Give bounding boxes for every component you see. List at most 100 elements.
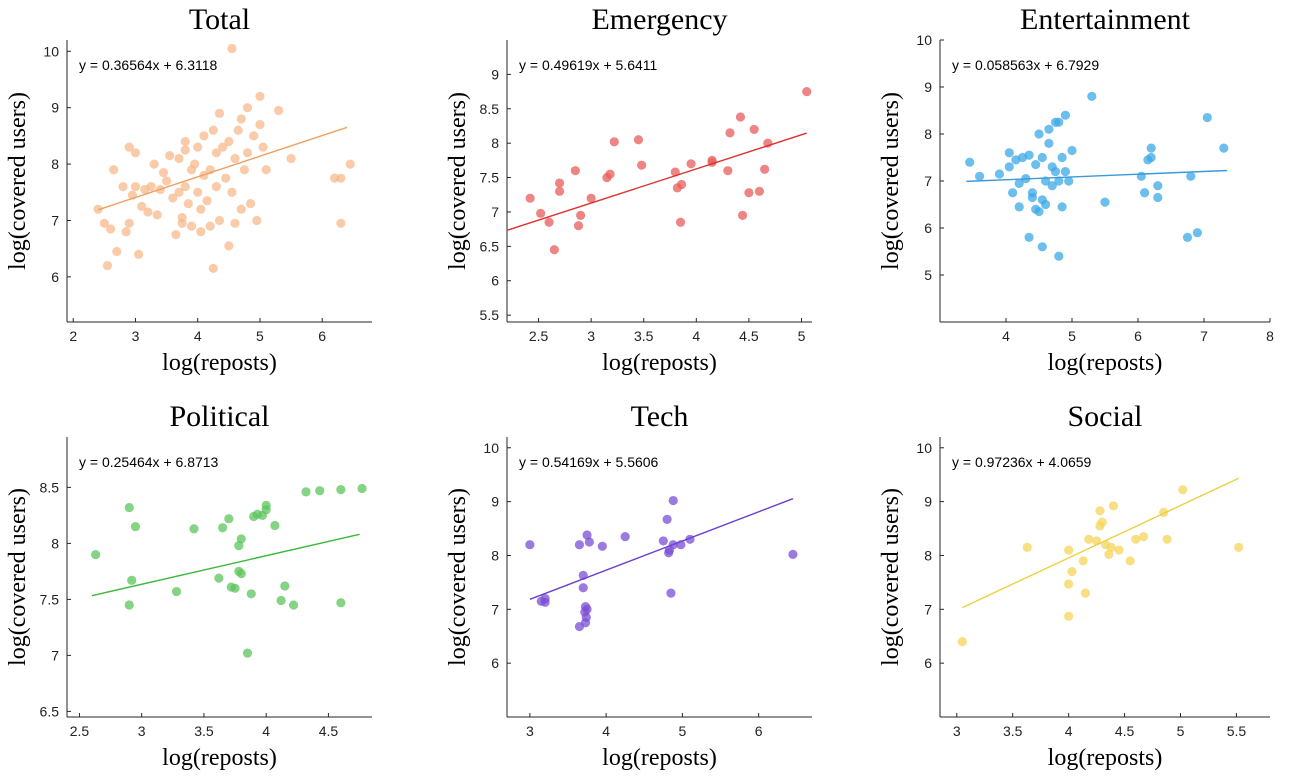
y-tick-label: 5.5	[480, 307, 500, 323]
x-tick-label: 4	[692, 328, 700, 344]
fit-equation: y = 0.058563x + 6.7929	[952, 57, 1099, 73]
x-axis-label: log(reposts)	[162, 745, 277, 771]
data-point	[196, 227, 206, 237]
data-point	[102, 261, 113, 271]
panel-title: Social	[1068, 400, 1143, 433]
data-point	[581, 612, 591, 622]
data-point	[676, 179, 687, 190]
data-point	[174, 153, 184, 164]
x-tick-label: 3.5	[1003, 723, 1023, 739]
data-point	[584, 537, 594, 547]
x-tick-label: 6	[1134, 328, 1142, 344]
data-point	[1060, 110, 1070, 120]
panel-entertainment: 4 5 6 7 8 5 6 7 8 9 10 y = 0.058563x + 6.7929 Entert…	[878, 3, 1274, 376]
data-point	[214, 108, 225, 118]
fit-line	[962, 477, 1239, 609]
data-point	[574, 540, 585, 550]
data-point	[1057, 202, 1067, 212]
x-tick-label: 3.5	[194, 723, 214, 739]
fit-line	[966, 169, 1228, 183]
panel-title: Emergency	[591, 3, 727, 36]
data-point	[1153, 181, 1163, 191]
data-point	[1182, 232, 1193, 242]
x-tick-label: 4	[602, 723, 610, 739]
data-point	[1014, 178, 1024, 188]
data-point	[1067, 567, 1077, 577]
data-point	[242, 103, 253, 113]
data-point	[336, 598, 346, 608]
data-point	[208, 125, 218, 135]
data-point	[1067, 145, 1077, 156]
data-point	[1064, 611, 1074, 621]
data-point	[994, 169, 1005, 179]
y-tick-label: 9	[491, 66, 499, 82]
data-point	[174, 187, 184, 197]
data-point	[357, 483, 367, 494]
data-point	[315, 486, 325, 496]
data-point	[1008, 188, 1018, 198]
fit-line	[529, 498, 794, 600]
data-point	[224, 136, 234, 147]
x-tick-label: 4.5	[319, 723, 339, 739]
data-point	[199, 131, 209, 141]
data-point	[218, 523, 228, 533]
data-point	[1140, 188, 1150, 198]
data-point	[91, 550, 101, 560]
y-tick-label: 7.5	[480, 170, 500, 186]
data-point	[118, 182, 128, 192]
data-point	[124, 502, 134, 513]
y-tick-label: 8	[51, 156, 59, 172]
x-tick-label: 7	[1200, 328, 1208, 344]
data-point	[1047, 181, 1057, 191]
y-tick-label: 7	[51, 212, 59, 228]
x-tick-label: 2	[69, 328, 77, 344]
y-tick-label: 6.5	[480, 238, 500, 254]
data-point	[301, 487, 311, 497]
data-point	[1024, 232, 1034, 242]
data-point	[214, 573, 224, 583]
data-point	[124, 600, 134, 610]
data-point	[1054, 176, 1064, 186]
x-tick-label: 3	[587, 328, 595, 344]
data-point	[227, 43, 237, 54]
data-point	[180, 145, 190, 155]
data-point	[236, 534, 246, 544]
data-point	[1037, 152, 1047, 163]
data-point	[193, 187, 203, 197]
data-point	[224, 514, 234, 524]
data-point	[233, 125, 243, 135]
data-point	[246, 589, 256, 599]
panel-title: Political	[170, 400, 270, 433]
panel-social: 3 3.5 4 4.5 5 5.5 6 7 8 9 10 y = 0.97236x + 4.0659 S…	[878, 400, 1270, 771]
data-point	[230, 153, 240, 164]
data-point	[124, 142, 134, 152]
data-point	[112, 246, 122, 257]
data-point	[158, 167, 169, 178]
data-point	[249, 131, 259, 141]
x-axis-label: log(reposts)	[1048, 745, 1163, 771]
data-point	[1146, 152, 1156, 163]
data-point	[1219, 143, 1229, 153]
panel-tech: 3 4 5 6 6 7 8 9 10 y = 0.54169x + 5.5606 Tech log(r…	[445, 400, 812, 771]
fit-line	[91, 533, 360, 597]
data-point	[242, 648, 253, 658]
data-point	[230, 583, 240, 593]
x-tick-label: 4	[1002, 328, 1010, 344]
data-point	[544, 217, 554, 227]
data-point	[525, 540, 535, 550]
data-point	[239, 165, 249, 175]
x-tick-label: 5	[256, 328, 264, 344]
data-point	[246, 198, 256, 209]
data-point	[1138, 532, 1149, 542]
data-point	[286, 153, 296, 164]
data-point	[208, 263, 218, 274]
data-point	[1064, 545, 1074, 555]
data-point	[227, 187, 237, 197]
x-tick-label: 3	[138, 723, 146, 739]
data-point	[276, 595, 286, 606]
y-tick-label: 7	[491, 204, 499, 220]
data-point	[202, 196, 212, 206]
data-point	[130, 522, 141, 532]
data-point	[258, 142, 268, 152]
y-tick-label: 6	[51, 269, 59, 285]
